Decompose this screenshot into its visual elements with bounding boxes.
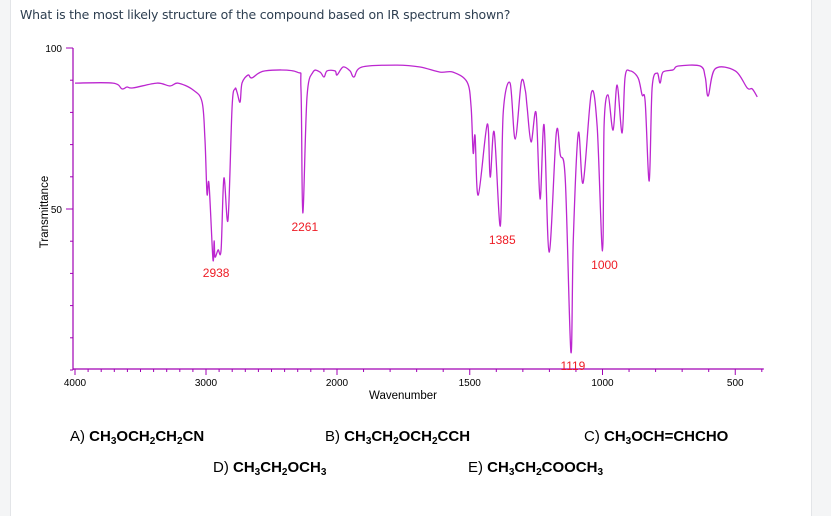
- answer-formula: CH3OCH=CHCHO: [604, 428, 729, 447]
- answer-letter: B): [325, 428, 340, 445]
- spectrum-line: [74, 64, 758, 354]
- x-tick-label: 1000: [591, 378, 614, 389]
- peak-label: 1119: [560, 359, 585, 373]
- y-tick-label: 100: [45, 44, 62, 55]
- answer-option-e[interactable]: E) CH3CH2COOCH3: [468, 459, 604, 478]
- x-tick-label: 2000: [326, 378, 349, 389]
- answer-option-d[interactable]: D) CH3CH2OCH3: [213, 459, 327, 478]
- answer-formula: CH3CH2OCH2CCH: [344, 428, 471, 447]
- x-tick-label: 1500: [459, 378, 482, 389]
- answer-formula: CH3CH2OCH3: [233, 459, 327, 478]
- peak-label: 1000: [591, 258, 618, 272]
- y-tick-label: 50: [51, 205, 63, 216]
- question-text: What is the most likely structure of the…: [20, 7, 511, 22]
- answer-letter: A): [70, 428, 85, 445]
- y-axis-label: Transmittance: [39, 176, 51, 248]
- x-tick-label: 4000: [64, 378, 87, 389]
- answer-formula: CH3CH2COOCH3: [487, 459, 604, 478]
- answer-letter: E): [468, 459, 483, 476]
- x-axis-label: Wavenumber: [369, 390, 437, 402]
- answer-formula: CH3OCH2CH2CN: [89, 428, 205, 447]
- peak-label: 2261: [291, 220, 318, 234]
- answer-option-c[interactable]: C) CH3OCH=CHCHO: [584, 428, 729, 447]
- x-tick-label: 500: [727, 378, 744, 389]
- peak-label: 2938: [203, 266, 230, 280]
- peak-label: 1385: [489, 233, 516, 247]
- answer-option-b[interactable]: B) CH3CH2OCH2CCH: [325, 428, 471, 447]
- answer-letter: C): [584, 428, 600, 445]
- answer-option-a[interactable]: A) CH3OCH2CH2CN: [70, 428, 205, 447]
- answer-letter: D): [213, 459, 229, 476]
- x-tick-label: 3000: [195, 378, 218, 389]
